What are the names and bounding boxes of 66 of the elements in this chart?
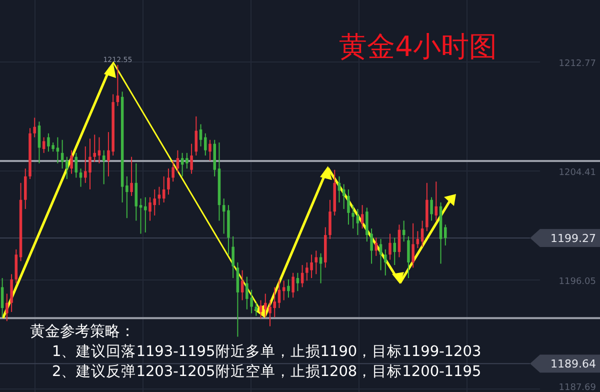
candlestick: [93, 134, 96, 163]
candlestick: [319, 252, 322, 284]
annotation: 1、建议回落1193-1195附近多单，止损1190，目标1199-1203: [52, 343, 482, 360]
candlestick: [292, 272, 294, 298]
candlestick: [347, 188, 350, 226]
y-tick-label: 1187.69: [558, 383, 596, 392]
y-tick-label: 1204.41: [558, 168, 596, 178]
candlestick: [172, 160, 174, 182]
ref-line-label: 1199.27: [550, 232, 596, 246]
candlestick: [204, 132, 207, 156]
candlestick: [134, 162, 138, 222]
candlestick: [430, 196, 433, 222]
candlestick: [254, 302, 258, 316]
candlestick: [259, 300, 262, 319]
candlestick: [10, 274, 13, 312]
annotation: 黄金参考策略：: [30, 322, 135, 340]
candlestick: [38, 121, 41, 164]
candlestick: [282, 280, 286, 301]
candlestick: [352, 204, 354, 230]
candlestick: [356, 208, 360, 236]
candlestick: [240, 270, 244, 301]
candlestick: [379, 238, 382, 271]
candlestick: [328, 199, 332, 240]
candlestick: [444, 224, 447, 246]
candlestick: [56, 136, 60, 164]
candlestick: [232, 236, 234, 279]
candlestick: [0, 278, 4, 318]
candlestick: [116, 64, 120, 106]
candlestick: [384, 248, 387, 276]
y-tick-label: 1196.05: [558, 277, 596, 288]
ref-line-label: 1189.64: [550, 358, 596, 371]
candlestick: [190, 143, 193, 174]
candlestick: [33, 117, 36, 138]
candlestick: [360, 204, 364, 230]
candlestick: [407, 236, 410, 279]
candlestick: [222, 198, 226, 234]
candlestick: [420, 220, 424, 248]
candlestick: [388, 233, 392, 260]
candlestick: [300, 264, 304, 288]
candlestick: [180, 152, 184, 177]
candlestick: [24, 168, 27, 210]
candlestick: [412, 222, 414, 268]
candlestick: [126, 176, 128, 219]
candlestick: [176, 150, 180, 173]
candlestick: [144, 196, 147, 233]
candlestick: [398, 224, 401, 258]
candlestick: [130, 156, 133, 196]
candlestick: [158, 186, 161, 206]
y-tick-label: 1212.77: [558, 59, 596, 70]
candlestick: [314, 250, 318, 275]
candlestick: [393, 237, 396, 266]
candlestick: [186, 152, 188, 170]
candlestick: [208, 139, 212, 162]
candlestick: [278, 278, 281, 309]
candlestick: [296, 272, 300, 292]
candlestick: [342, 184, 346, 210]
candlestick: [199, 124, 202, 147]
annotation: 2、建议反弹1203-1205附近空单，止损1208，目标1200-1195: [52, 363, 482, 380]
candlestick: [74, 152, 78, 178]
candlestick: [66, 156, 68, 180]
candlestick: [287, 278, 290, 298]
candlestick: [70, 150, 73, 174]
candlestick: [6, 293, 8, 322]
candlestick: [42, 136, 46, 154]
text: 黄金4小时图: [339, 30, 497, 63]
candlestick: [167, 168, 170, 196]
